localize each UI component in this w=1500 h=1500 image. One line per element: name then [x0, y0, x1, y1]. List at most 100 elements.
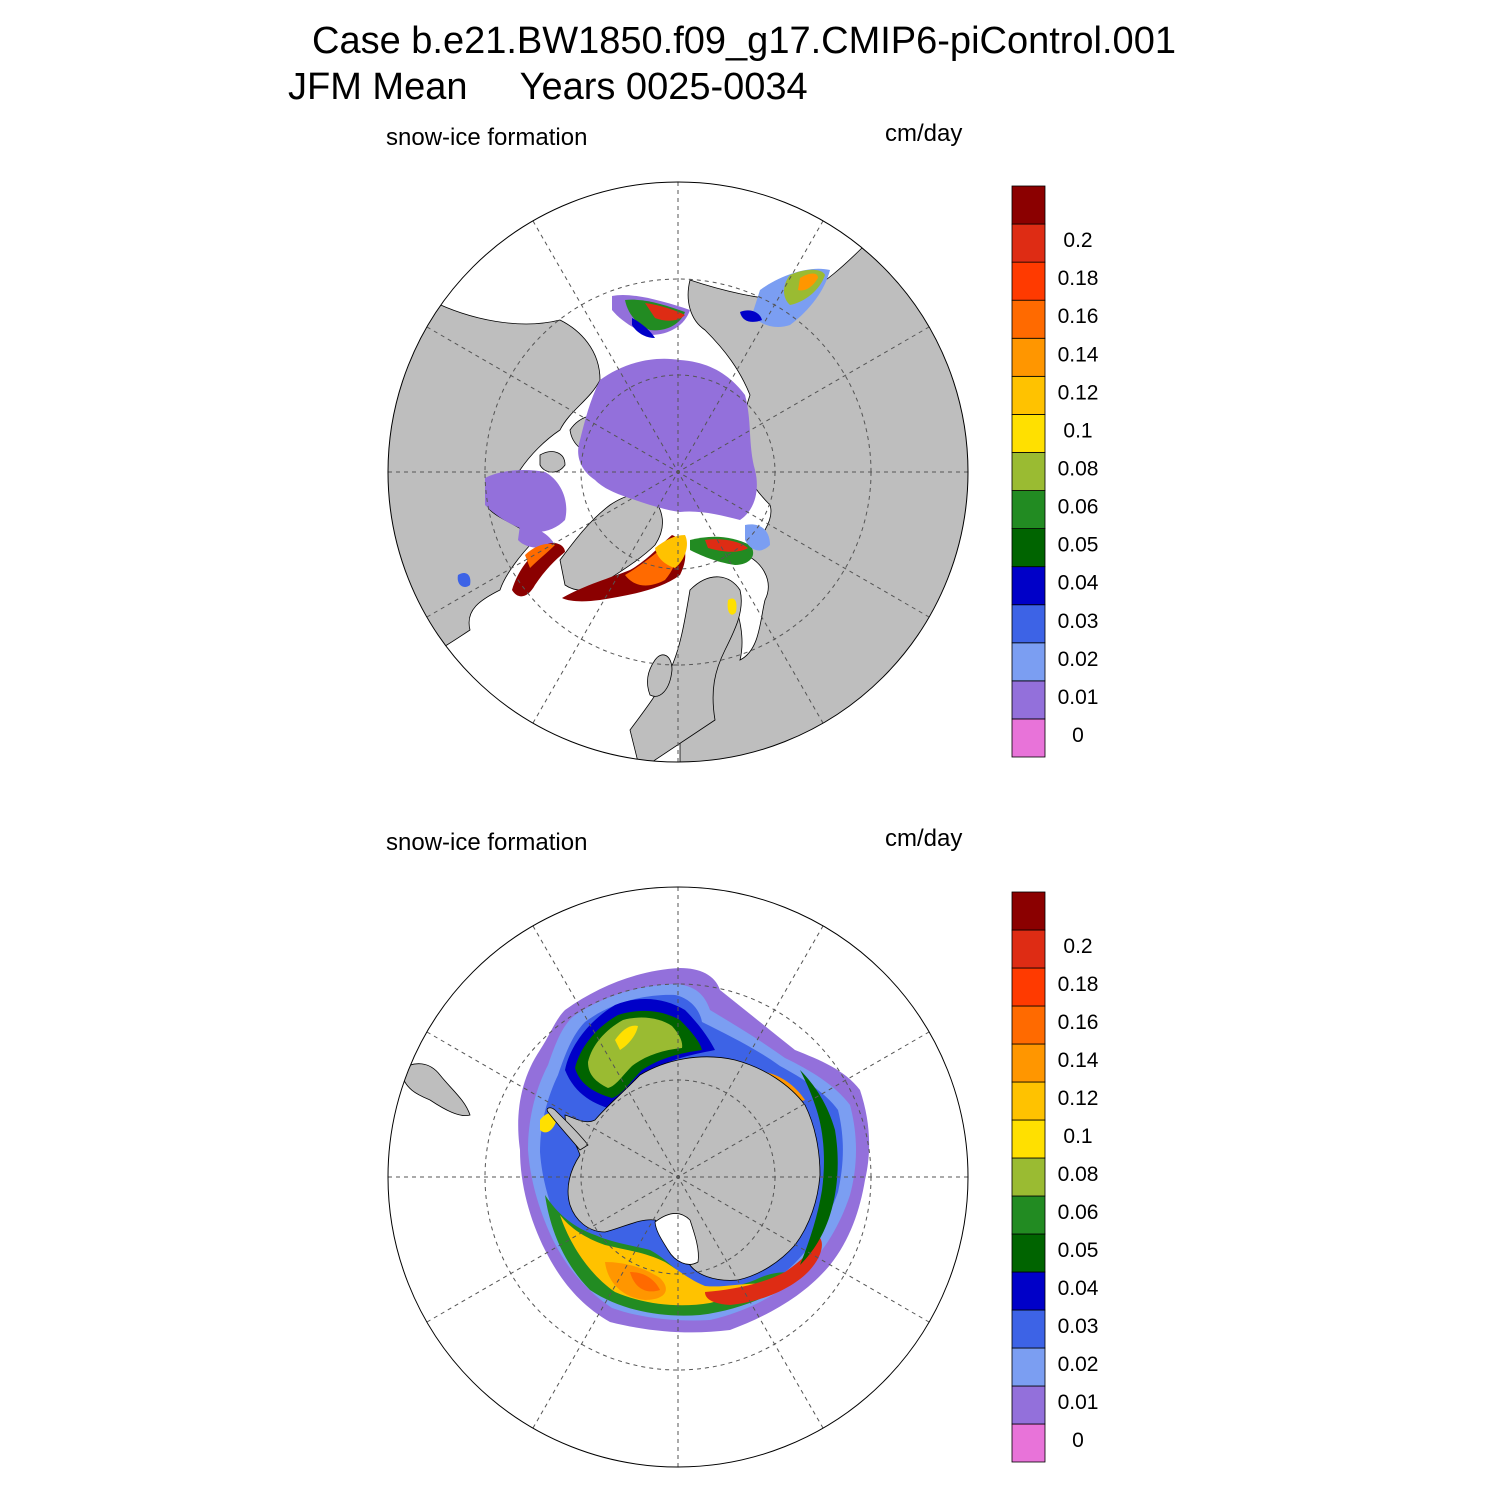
south-units-label: cm/day — [885, 825, 963, 852]
north-land-eurasia — [679, 239, 968, 762]
south-colorbar-tick-label: 0.2 — [1063, 935, 1092, 958]
north-colorbar-tick-label: 0.18 — [1058, 267, 1099, 290]
south-colorbar-tick-label: 0.18 — [1058, 973, 1099, 996]
south-colorbar-box — [1011, 1195, 1046, 1235]
north-colorbar-box — [1011, 718, 1046, 758]
south-snowice-ross-red — [630, 1272, 660, 1292]
north-colorbar-box — [1011, 680, 1046, 720]
south-colorbar-box — [1011, 1309, 1046, 1349]
north-land-uk — [647, 654, 673, 697]
north-colorbar-box — [1011, 337, 1046, 377]
south-snowice-weddell-yellow — [615, 1025, 638, 1050]
north-colorbar-box — [1011, 528, 1046, 568]
south-colorbar-tick-label: 0 — [1072, 1429, 1084, 1452]
south-polar-map — [387, 886, 969, 1468]
south-colorbar-tick-label: 0.05 — [1058, 1239, 1099, 1262]
south-colorbar-box — [1011, 929, 1046, 969]
north-colorbar-tick-label: 0.14 — [1058, 343, 1099, 366]
north-seaice-canada — [485, 470, 567, 548]
south-colorbar-box — [1011, 1005, 1046, 1045]
season-label: JFM Mean — [288, 66, 468, 108]
north-colorbar-box — [1011, 299, 1046, 339]
north-colorbar-box — [1011, 452, 1046, 491]
south-colorbar-tick-label: 0.14 — [1058, 1049, 1099, 1072]
north-colorbar-box — [1011, 261, 1046, 301]
south-colorbar-box — [1011, 1043, 1046, 1083]
south-colorbar: 0 0.01 0.02 0.03 0.04 0.05 0.06 0.08 0.1 0.12 0.14… — [1011, 891, 1099, 1463]
north-variable-label: snow-ice formation — [386, 124, 588, 151]
north-units-label: cm/day — [885, 120, 963, 147]
north-seaice-barents-edge — [745, 524, 770, 551]
south-colorbar-box — [1011, 891, 1046, 931]
north-colorbar-tick-label: 0.04 — [1058, 572, 1099, 595]
north-colorbar-tick-label: 0.06 — [1058, 496, 1099, 519]
years-label: Years 0025-0034 — [519, 66, 808, 108]
south-colorbar-tick-label: 0.06 — [1058, 1201, 1099, 1224]
north-snowice-greenland-east-yellow — [655, 535, 687, 568]
north-snowice-labrador — [512, 542, 565, 597]
north-snowice-baltic — [727, 598, 737, 615]
north-colorbar-tick-label: 0.16 — [1058, 305, 1099, 328]
north-map-border — [387, 181, 969, 763]
north-snowice-greenland-east — [562, 535, 686, 602]
north-colorbar-box — [1011, 642, 1046, 682]
south-colorbar-tick-label: 0.08 — [1058, 1163, 1099, 1186]
north-colorbar-tick-label: 0.02 — [1058, 648, 1099, 671]
south-land-peninsula — [546, 1107, 589, 1151]
north-snowice-okhotsk-blue — [632, 318, 655, 338]
north-colorbar-box — [1011, 490, 1046, 529]
south-map-border — [387, 886, 969, 1468]
south-colorbar-box — [1011, 1347, 1046, 1387]
south-colorbar-tick-label: 0.03 — [1058, 1315, 1099, 1338]
south-colorbar-tick-label: 0.01 — [1058, 1391, 1099, 1414]
south-colorbar-tick-label: 0.04 — [1058, 1277, 1099, 1300]
north-colorbar-box — [1011, 223, 1046, 263]
south-colorbar-tick-label: 0.02 — [1058, 1353, 1099, 1376]
north-seaice-arctic-basin — [578, 358, 757, 520]
south-colorbar-tick-label: 0.12 — [1058, 1087, 1099, 1110]
south-colorbar-box — [1011, 1119, 1046, 1159]
south-snowice-peninsula — [540, 1113, 556, 1133]
south-colorbar-box — [1011, 967, 1046, 1007]
south-snowice-ross-yellow — [560, 1215, 765, 1306]
north-snowice-bering-blue — [740, 310, 762, 322]
north-colorbar-tick-label: 0.01 — [1058, 686, 1099, 709]
north-colorbar-tick-label: 0.2 — [1063, 229, 1092, 252]
south-ice-shelf-ross — [654, 1213, 699, 1265]
south-snowice-weddell-core — [588, 1017, 683, 1088]
figure-title-case: Case b.e21.BW1850.f09_g17.CMIP6-piContro… — [312, 20, 1176, 62]
south-graticule — [388, 887, 968, 1467]
north-colorbar-tick-label: 0.03 — [1058, 610, 1099, 633]
north-colorbar-box — [1011, 566, 1046, 606]
south-colorbar-box — [1011, 1081, 1046, 1121]
north-colorbar-box — [1011, 413, 1046, 453]
north-graticule — [388, 182, 968, 762]
south-snowice-amundsen-red — [705, 1238, 822, 1305]
south-colorbar-box — [1011, 1385, 1046, 1425]
south-colorbar-box — [1011, 1423, 1046, 1463]
south-colorbar-box — [1011, 1157, 1046, 1197]
north-colorbar-tick-label: 0 — [1072, 724, 1084, 747]
north-colorbar-tick-label: 0.1 — [1063, 419, 1092, 442]
north-polar-map — [387, 181, 969, 763]
north-colorbar-tick-label: 0.12 — [1058, 381, 1099, 404]
north-colorbar-tick-label: 0.05 — [1058, 534, 1099, 557]
north-colorbar-tick-label: 0.08 — [1058, 458, 1099, 481]
south-colorbar-box — [1011, 1271, 1046, 1311]
south-colorbar-box — [1011, 1233, 1046, 1273]
north-colorbar-box — [1011, 375, 1046, 415]
north-snowice-labrador-edge — [525, 543, 555, 568]
south-land-south-america — [399, 1063, 471, 1117]
north-snowice-hudson — [457, 573, 471, 587]
south-snowice-east-ring — [800, 1070, 838, 1265]
north-snowice-bering-hot — [798, 273, 818, 291]
north-colorbar: 0 0.01 0.02 0.03 0.04 0.05 0.06 0.08 0.1 0.12 0.14… — [1011, 185, 1099, 758]
south-colorbar-tick-label: 0.1 — [1063, 1125, 1092, 1148]
north-colorbar-box — [1011, 185, 1046, 225]
south-colorbar-tick-label: 0.16 — [1058, 1011, 1099, 1034]
figure-title-period: JFM Mean Years 0025-0034 — [288, 66, 1500, 109]
north-land-europe — [629, 576, 742, 762]
north-snowice-okhotsk-hot — [645, 303, 685, 321]
north-colorbar-box — [1011, 604, 1046, 644]
